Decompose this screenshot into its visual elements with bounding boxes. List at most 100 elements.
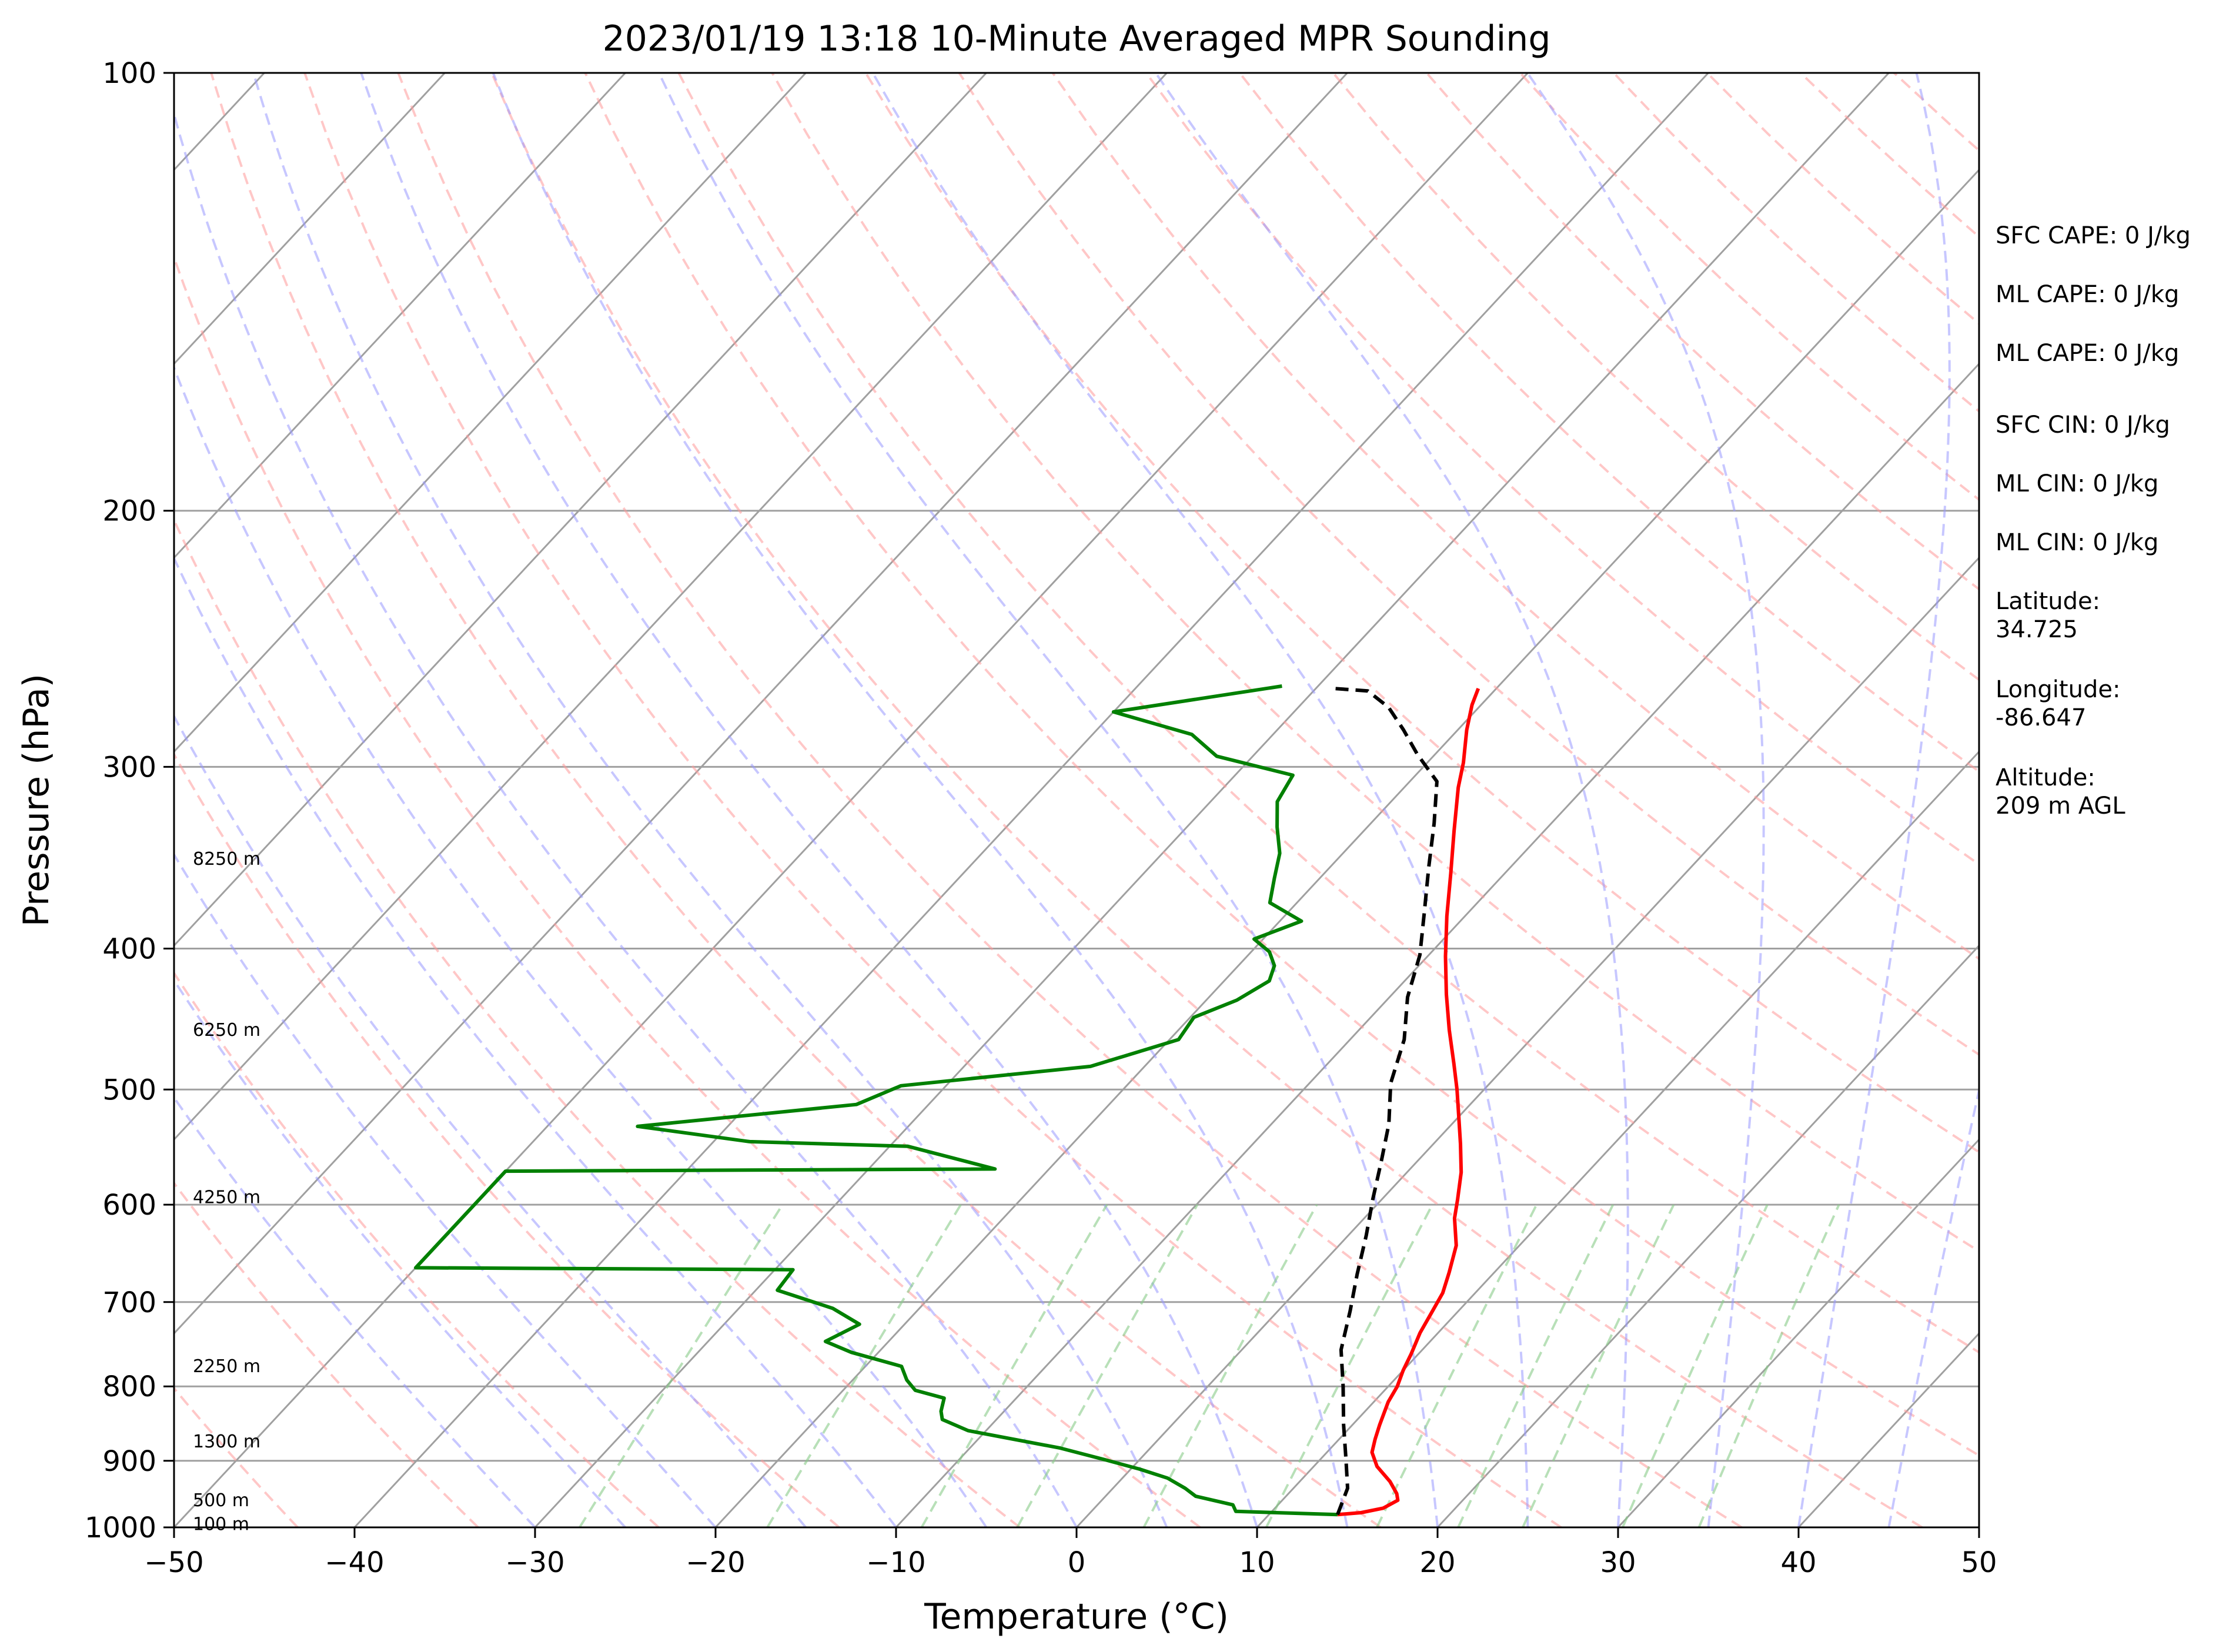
isotherm-line [895,362,1979,1527]
y-tick-label: 700 [102,1286,156,1319]
y-tick-label: 900 [102,1445,156,1478]
isotherm-line [714,168,1979,1527]
height-label: 6250 m [193,1020,260,1041]
mixing-ratio-line [920,1204,1108,1527]
mixing-ratio-line [1697,1204,1840,1527]
isotherm-line [174,73,1168,1141]
dry-adiabat-line [210,73,1382,1527]
y-axis-ticks: 1000 900 800 700 600 500 400 300 200 100 [85,57,174,1544]
info-label: ML CIN: 0 J/kg [1996,529,2158,556]
mixing-ratio-line [579,1204,784,1527]
height-label: 2250 m [193,1356,260,1377]
chart-title: 2023/01/19 13:18 10-Minute Averaged MPR … [603,18,1551,59]
mixing-ratio-line [1522,1204,1675,1527]
y-axis-label: Pressure (hPa) [16,674,57,927]
info-label: Longitude: [1996,676,2120,703]
x-tick-label: −30 [505,1546,564,1579]
dry-adiabat-line [174,254,1201,1527]
info-value: 34.725 [1996,616,2078,643]
x-tick-label: −50 [144,1546,203,1579]
dry-adiabat-line [174,971,660,1527]
mixing-ratio-line [1621,1204,1769,1527]
mixing-ratio-line [766,1204,962,1527]
y-tick-label: 300 [102,751,156,784]
parcel-line [1333,687,1439,1516]
x-axis-ticks: −50 −40 −30 −20 −10 0 10 20 30 40 50 [144,1527,1997,1579]
x-tick-label: 0 [1068,1546,1086,1579]
dry-adiabat-line [584,73,1979,1457]
dry-adiabat-line [864,73,1979,1154]
moist-adiabat-line [360,73,1258,1527]
moist-adiabat-line [871,73,1529,1527]
dry-adiabat-line [1051,73,1979,961]
isotherm-line [1256,750,1979,1527]
y-tick-label: 1000 [85,1511,156,1544]
x-tick-label: −20 [686,1546,745,1579]
dry-adiabat-line [490,73,1923,1527]
isotherm-line [174,73,446,366]
info-label: ML CAPE: 0 J/kg [1996,340,2179,367]
moist-adiabat-line [174,978,626,1527]
dry-adiabat-line [397,73,1743,1527]
info-label: ML CAPE: 0 J/kg [1996,281,2179,308]
dry-adiabat-line [303,73,1562,1527]
x-tick-label: −40 [325,1546,384,1579]
moist-adiabat-line [1526,73,1765,1527]
height-label: 100 m [193,1514,249,1535]
height-label: 4250 m [193,1188,260,1208]
dry-adiabat-line [677,73,1979,1354]
y-tick-label: 800 [102,1370,156,1403]
x-tick-label: 40 [1780,1546,1816,1579]
isotherm-line [174,73,1348,1335]
temperature-line [1337,688,1480,1517]
info-label: ML CIN: 0 J/kg [1996,470,2158,497]
y-tick-label: 400 [102,932,156,965]
height-label: 500 m [193,1490,249,1511]
info-label: Altitude: [1996,764,2095,791]
background-lines [174,73,1979,1527]
moist-adiabat-line [174,109,1078,1527]
moist-adiabat-line [252,73,1168,1527]
y-tick-label: 500 [102,1074,156,1106]
x-axis-label: Temperature (°C) [924,1596,1229,1637]
moist-adiabat-line [492,73,1349,1527]
dry-adiabat-line [174,1386,299,1527]
y-tick-label: 600 [102,1189,156,1222]
height-label: 8250 m [193,849,260,870]
isotherm-line [174,73,987,947]
dry-adiabat-line [174,752,840,1527]
isotherm-line [1617,1138,1979,1527]
moist-adiabat-line [174,852,717,1527]
isotherm-line [174,73,626,559]
dry-adiabat-line [1332,73,1979,681]
moist-adiabat-line [657,73,1439,1527]
x-tick-label: −10 [866,1546,925,1579]
mixing-ratio-line [1457,1204,1615,1527]
isotherm-line [534,73,1890,1527]
moist-adiabat-line [174,714,807,1527]
x-tick-label: 10 [1239,1546,1275,1579]
y-tick-label: 100 [102,57,156,90]
isotherm-line [1436,944,1979,1527]
x-tick-label: 20 [1419,1546,1455,1579]
y-tick-label: 200 [102,495,156,528]
info-panel: SFC CAPE: 0 J/kg ML CAPE: 0 J/kg ML CAPE: … [1996,222,2191,820]
info-label: SFC CAPE: 0 J/kg [1996,222,2191,249]
moist-adiabat-line [174,1095,536,1527]
isotherm-line [353,73,1709,1527]
mixing-ratio-line [1016,1204,1199,1527]
x-tick-label: 30 [1600,1546,1636,1579]
moist-adiabat-line [1887,1085,1979,1527]
info-value: -86.647 [1996,704,2086,731]
x-tick-label: 50 [1961,1546,1997,1579]
dewpoint-line [414,684,1338,1517]
dry-adiabat-line [958,73,1979,1056]
mixing-ratio-line [1376,1204,1538,1527]
moist-adiabat-line [174,555,897,1527]
isotherm-line [174,73,807,753]
height-label: 1300 m [193,1432,260,1452]
data-lines [414,684,1480,1517]
info-value: 209 m AGL [1996,792,2125,820]
moist-adiabat-line [1154,73,1629,1527]
